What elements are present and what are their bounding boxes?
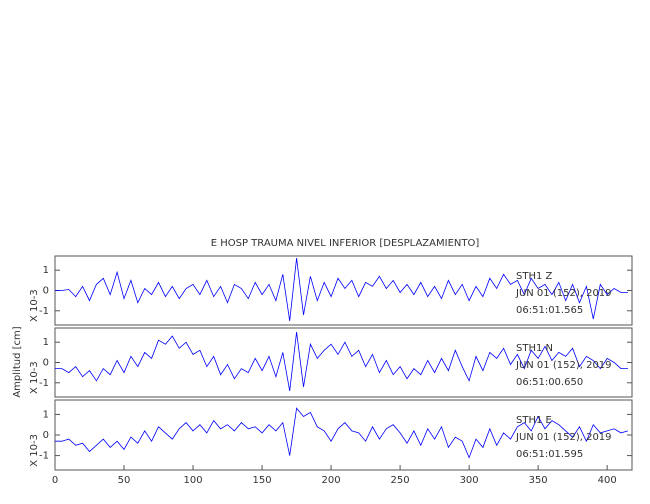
y-tick-label: 1 xyxy=(43,265,49,276)
x-tick-label: 300 xyxy=(460,475,479,486)
x-tick-label: 350 xyxy=(529,475,548,486)
trace-annotation: 06:51:01.565 xyxy=(516,305,583,316)
y-multiplier-label: X 10-3 xyxy=(29,361,40,394)
y-axis-label: Amplitud [cm] xyxy=(12,326,23,397)
y-tick-label: -1 xyxy=(39,306,49,317)
y-multiplier-label: X 10-3 xyxy=(29,289,40,322)
waveform xyxy=(55,257,628,321)
y-multiplier-label: X 10-3 xyxy=(29,434,40,467)
x-tick-label: 200 xyxy=(322,475,341,486)
chart-title: E HOSP TRAUMA NIVEL INFERIOR [DESPLAZAMI… xyxy=(211,238,480,249)
x-tick-label: 150 xyxy=(253,475,272,486)
y-tick-label: 0 xyxy=(43,430,49,441)
trace-annotation: 06:51:01.595 xyxy=(516,449,583,460)
y-tick-label: 1 xyxy=(43,409,49,420)
trace-annotation: STH1 Z xyxy=(516,271,553,282)
trace-annotation: JUN 01 (152), 2019 xyxy=(515,360,612,371)
trace-annotation: STH1 E xyxy=(516,415,552,426)
trace-annotation: 06:51:00.650 xyxy=(516,377,583,388)
trace-annotation: STH1 N xyxy=(516,343,553,354)
trace-annotation: JUN 01 (152), 2019 xyxy=(515,288,612,299)
trace-annotation: JUN 01 (152), 2019 xyxy=(515,432,612,443)
x-tick-label: 250 xyxy=(391,475,410,486)
y-tick-label: -1 xyxy=(39,451,49,462)
y-tick-label: 1 xyxy=(43,337,49,348)
y-tick-label: 0 xyxy=(43,286,49,297)
waveform xyxy=(55,407,629,459)
x-tick-label: 100 xyxy=(183,475,202,486)
y-tick-label: 0 xyxy=(43,358,49,369)
x-tick-label: 0 xyxy=(52,475,58,486)
waveform xyxy=(55,332,628,391)
x-tick-label: 400 xyxy=(598,475,617,486)
y-tick-label: -1 xyxy=(39,378,49,389)
x-tick-label: 50 xyxy=(118,475,131,486)
